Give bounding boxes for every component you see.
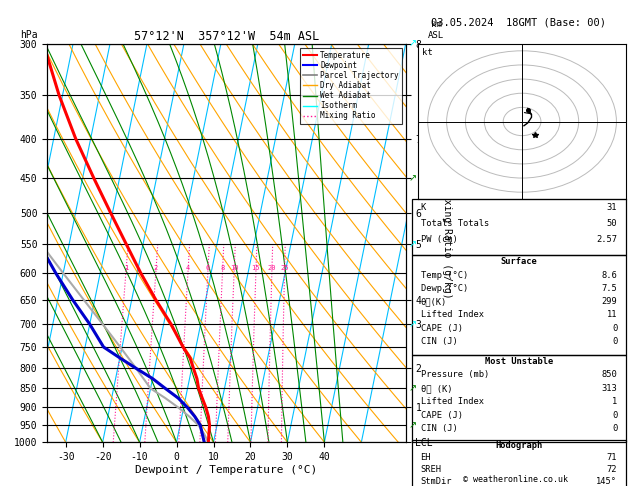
- Text: ↗: ↗: [409, 420, 417, 430]
- Text: Totals Totals: Totals Totals: [421, 219, 489, 228]
- Text: 1: 1: [124, 265, 128, 271]
- Text: 299: 299: [601, 297, 617, 306]
- Text: StmDir: StmDir: [421, 477, 452, 486]
- Text: 11: 11: [607, 311, 617, 319]
- Text: 20: 20: [267, 265, 276, 271]
- Text: CAPE (J): CAPE (J): [421, 324, 462, 333]
- Text: Lifted Index: Lifted Index: [421, 398, 484, 406]
- Text: 25: 25: [281, 265, 289, 271]
- Text: Hodograph: Hodograph: [495, 441, 543, 451]
- Text: 31: 31: [607, 203, 617, 212]
- Title: 57°12'N  357°12'W  54m ASL: 57°12'N 357°12'W 54m ASL: [134, 30, 319, 43]
- Text: 6: 6: [206, 265, 210, 271]
- Text: 2.57: 2.57: [596, 235, 617, 243]
- Text: Pressure (mb): Pressure (mb): [421, 370, 489, 380]
- Text: 71: 71: [607, 453, 617, 462]
- Text: Temp (°C): Temp (°C): [421, 271, 468, 279]
- Text: 72: 72: [607, 465, 617, 474]
- Text: 0: 0: [612, 324, 617, 333]
- Text: 7.5: 7.5: [601, 284, 617, 293]
- Text: CIN (J): CIN (J): [421, 337, 457, 346]
- Text: ↗: ↗: [409, 319, 417, 329]
- Text: ↗: ↗: [409, 39, 417, 49]
- Text: 313: 313: [601, 384, 617, 393]
- Text: θᴇ (K): θᴇ (K): [421, 384, 452, 393]
- Text: 850: 850: [601, 370, 617, 380]
- Text: PW (cm): PW (cm): [421, 235, 457, 243]
- Text: 0: 0: [612, 337, 617, 346]
- Text: CAPE (J): CAPE (J): [421, 411, 462, 420]
- X-axis label: Dewpoint / Temperature (°C): Dewpoint / Temperature (°C): [135, 465, 318, 475]
- Text: kt: kt: [423, 49, 433, 57]
- Text: ↗: ↗: [409, 173, 417, 183]
- Text: Surface: Surface: [501, 257, 537, 266]
- Text: 0: 0: [612, 424, 617, 434]
- Text: 1: 1: [612, 398, 617, 406]
- Text: 03.05.2024  18GMT (Base: 00): 03.05.2024 18GMT (Base: 00): [431, 17, 606, 27]
- Text: Dewp (°C): Dewp (°C): [421, 284, 468, 293]
- Text: K: K: [421, 203, 426, 212]
- Text: θᴇ(K): θᴇ(K): [421, 297, 447, 306]
- Text: Most Unstable: Most Unstable: [485, 357, 553, 366]
- Text: © weatheronline.co.uk: © weatheronline.co.uk: [464, 474, 568, 484]
- Text: 0: 0: [612, 411, 617, 420]
- Legend: Temperature, Dewpoint, Parcel Trajectory, Dry Adiabat, Wet Adiabat, Isotherm, Mi: Temperature, Dewpoint, Parcel Trajectory…: [300, 48, 402, 123]
- Text: 8: 8: [220, 265, 225, 271]
- Text: 145°: 145°: [596, 477, 617, 486]
- Text: 50: 50: [607, 219, 617, 228]
- Text: 8.6: 8.6: [601, 271, 617, 279]
- Text: hPa: hPa: [20, 30, 38, 40]
- Text: ↗: ↗: [409, 240, 417, 249]
- Text: 10: 10: [230, 265, 238, 271]
- Text: EH: EH: [421, 453, 431, 462]
- Y-axis label: Mixing Ratio (g/kg): Mixing Ratio (g/kg): [442, 187, 452, 299]
- Text: ↗: ↗: [409, 383, 417, 394]
- Text: 15: 15: [252, 265, 260, 271]
- Text: SREH: SREH: [421, 465, 442, 474]
- Text: Lifted Index: Lifted Index: [421, 311, 484, 319]
- Text: km
ASL: km ASL: [428, 20, 444, 40]
- Text: CIN (J): CIN (J): [421, 424, 457, 434]
- Text: 2: 2: [153, 265, 158, 271]
- Text: 4: 4: [186, 265, 190, 271]
